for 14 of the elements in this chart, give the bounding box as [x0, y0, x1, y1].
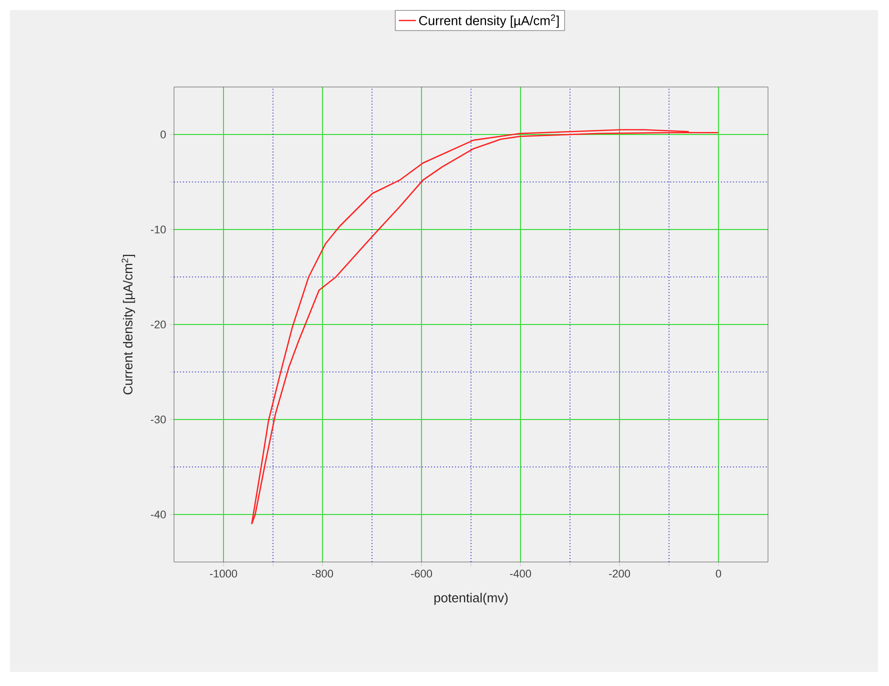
y-tick-label: -20	[150, 320, 166, 328]
y-tick-label: -10	[150, 226, 166, 234]
x-tick-label: -600	[411, 570, 432, 578]
x-tick-label: -400	[510, 570, 532, 578]
x-tick-label: -1000	[210, 570, 238, 578]
y-tick-label: 0	[160, 130, 166, 138]
x-tick-label: 0	[716, 570, 722, 578]
y-axis-title: Current density [µA/cm$^{2}$]	[122, 254, 136, 394]
y-tick-label: -30	[150, 416, 166, 424]
y-tick-label: -40	[150, 510, 166, 518]
legend-label: Current density [µA/cm$^{2}$]	[419, 14, 559, 28]
x-tick-label: -200	[609, 570, 630, 578]
x-axis-title: potential(mv)	[434, 592, 508, 605]
x-tick-label: -800	[312, 570, 334, 578]
